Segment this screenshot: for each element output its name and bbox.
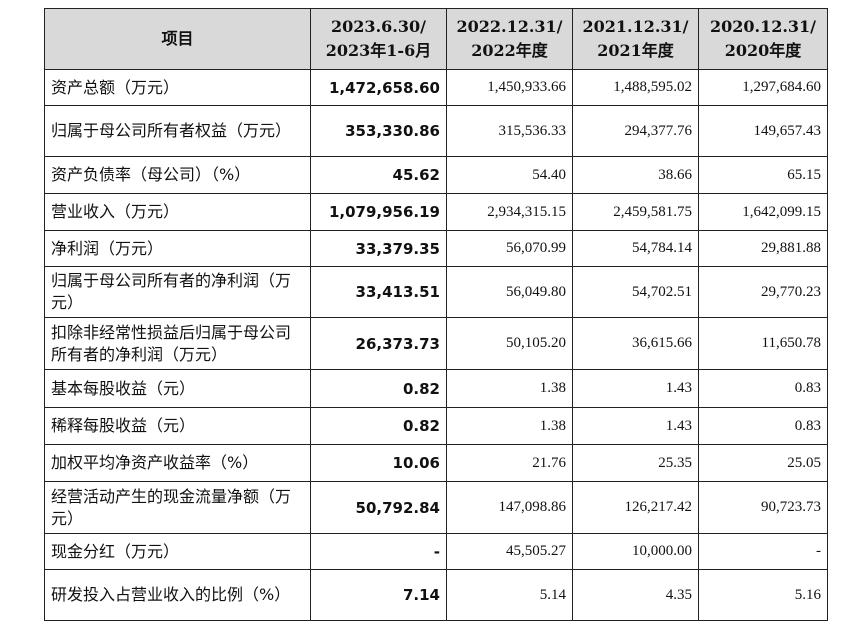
value-2023h1: 353,330.86 [310, 105, 447, 157]
value-2021: 36,615.66 [572, 317, 699, 370]
table-row: 归属于母公司所有者权益（万元） 353,330.86 315,536.33 29… [44, 105, 828, 157]
value-2021: 4.35 [572, 569, 699, 621]
value-2020: 5.16 [698, 569, 828, 621]
table-row: 稀释每股收益（元） 0.82 1.38 1.43 0.83 [44, 407, 828, 445]
table-row: 扣除非经常性损益后归属于母公司所有者的净利润（万元） 26,373.73 50,… [44, 317, 828, 370]
value-2022: 56,049.80 [446, 266, 573, 318]
value-2020: 1,642,099.15 [698, 193, 828, 231]
value-2023h1: 1,079,956.19 [310, 193, 447, 231]
value-2020: 90,723.73 [698, 481, 828, 534]
value-2022: 315,536.33 [446, 105, 573, 157]
value-2023h1: 1,472,658.60 [310, 69, 447, 106]
value-2021: 54,702.51 [572, 266, 699, 318]
row-label: 扣除非经常性损益后归属于母公司所有者的净利润（万元） [44, 317, 311, 370]
value-2020: 0.83 [698, 369, 828, 408]
value-2023h1: 33,413.51 [310, 266, 447, 318]
row-label: 加权平均净资产收益率（%） [44, 444, 311, 482]
value-2021: 1.43 [572, 407, 699, 445]
table-row: 基本每股收益（元） 0.82 1.38 1.43 0.83 [44, 369, 828, 408]
table-row: 加权平均净资产收益率（%） 10.06 21.76 25.35 25.05 [44, 444, 828, 482]
value-2021: 10,000.00 [572, 533, 699, 570]
value-2022: 147,098.86 [446, 481, 573, 534]
value-2021: 38.66 [572, 156, 699, 194]
table-row: 研发投入占营业收入的比例（%） 7.14 5.14 4.35 5.16 [44, 569, 828, 621]
row-label: 归属于母公司所有者的净利润（万元） [44, 266, 311, 318]
value-2023h1: 45.62 [310, 156, 447, 194]
value-2020: 65.15 [698, 156, 828, 194]
value-2022: 21.76 [446, 444, 573, 482]
table-row: 现金分红（万元） - 45,505.27 10,000.00 - [44, 533, 828, 570]
row-label: 经营活动产生的现金流量净额（万元） [44, 481, 311, 534]
header-2020: 2020.12.31/2020年度 [698, 8, 828, 70]
header-item: 项目 [44, 8, 311, 70]
value-2022: 45,505.27 [446, 533, 573, 570]
row-label: 现金分红（万元） [44, 533, 311, 570]
value-2022: 1,450,933.66 [446, 69, 573, 106]
header-2022: 2022.12.31/2022年度 [446, 8, 573, 70]
row-label: 净利润（万元） [44, 230, 311, 267]
value-2023h1: - [310, 533, 447, 570]
value-2021: 294,377.76 [572, 105, 699, 157]
value-2022: 1.38 [446, 369, 573, 408]
value-2020: 0.83 [698, 407, 828, 445]
value-2020: 25.05 [698, 444, 828, 482]
value-2023h1: 0.82 [310, 407, 447, 445]
value-2020: 11,650.78 [698, 317, 828, 370]
value-2023h1: 33,379.35 [310, 230, 447, 267]
row-label: 稀释每股收益（元） [44, 407, 311, 445]
row-label: 归属于母公司所有者权益（万元） [44, 105, 311, 157]
value-2022: 56,070.99 [446, 230, 573, 267]
row-label: 资产负债率（母公司）（%） [44, 156, 311, 194]
value-2023h1: 7.14 [310, 569, 447, 621]
value-2022: 5.14 [446, 569, 573, 621]
value-2021: 54,784.14 [572, 230, 699, 267]
value-2022: 54.40 [446, 156, 573, 194]
row-label: 资产总额（万元） [44, 69, 311, 106]
value-2023h1: 26,373.73 [310, 317, 447, 370]
financial-data-table: 项目 2023.6.30/2023年1-6月 2022.12.31/2022年度… [44, 8, 828, 621]
header-2023h1: 2023.6.30/2023年1-6月 [310, 8, 447, 70]
row-label: 基本每股收益（元） [44, 369, 311, 408]
value-2020: 29,770.23 [698, 266, 828, 318]
value-2020: 1,297,684.60 [698, 69, 828, 106]
header-row: 项目 2023.6.30/2023年1-6月 2022.12.31/2022年度… [44, 8, 828, 70]
header-2021: 2021.12.31/2021年度 [572, 8, 699, 70]
value-2023h1: 10.06 [310, 444, 447, 482]
row-label: 研发投入占营业收入的比例（%） [44, 569, 311, 621]
table-row: 资产负债率（母公司）（%） 45.62 54.40 38.66 65.15 [44, 156, 828, 194]
value-2021: 1,488,595.02 [572, 69, 699, 106]
value-2021: 126,217.42 [572, 481, 699, 534]
table-row: 归属于母公司所有者的净利润（万元） 33,413.51 56,049.80 54… [44, 266, 828, 318]
table-row: 净利润（万元） 33,379.35 56,070.99 54,784.14 29… [44, 230, 828, 267]
value-2021: 25.35 [572, 444, 699, 482]
value-2021: 2,459,581.75 [572, 193, 699, 231]
value-2020: - [698, 533, 828, 570]
value-2022: 2,934,315.15 [446, 193, 573, 231]
table-row: 资产总额（万元） 1,472,658.60 1,450,933.66 1,488… [44, 69, 828, 106]
table-row: 经营活动产生的现金流量净额（万元） 50,792.84 147,098.86 1… [44, 481, 828, 534]
value-2020: 149,657.43 [698, 105, 828, 157]
value-2021: 1.43 [572, 369, 699, 408]
value-2022: 50,105.20 [446, 317, 573, 370]
table-row: 营业收入（万元） 1,079,956.19 2,934,315.15 2,459… [44, 193, 828, 231]
value-2023h1: 0.82 [310, 369, 447, 408]
row-label: 营业收入（万元） [44, 193, 311, 231]
value-2022: 1.38 [446, 407, 573, 445]
value-2023h1: 50,792.84 [310, 481, 447, 534]
value-2020: 29,881.88 [698, 230, 828, 267]
